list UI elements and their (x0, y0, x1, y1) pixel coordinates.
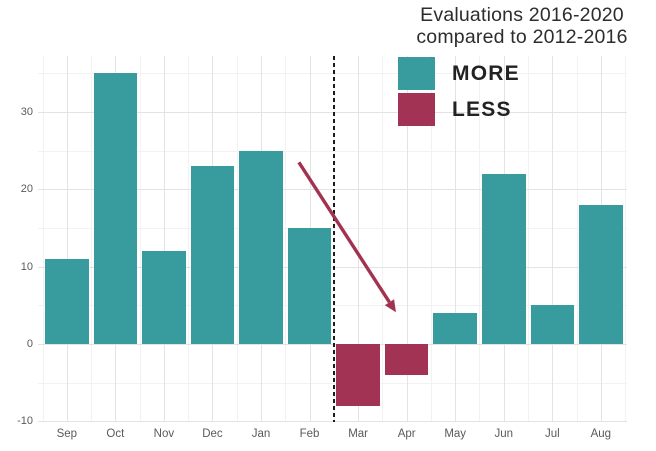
gridline-minor-y-5 (38, 382, 627, 384)
gridline-major-y-10 (38, 421, 627, 423)
gridline-major-jul (552, 56, 554, 422)
gridline-major-y0 (38, 344, 627, 345)
x-axis-tick-sep: Sep (56, 428, 78, 440)
gridline-minor-y25 (38, 150, 627, 152)
chart-title-line1: Evaluations 2016-2020 (420, 4, 624, 26)
bar-apr (384, 344, 429, 375)
y-axis-tick-0: 0 (26, 338, 33, 350)
y-axis-tick-10: 10 (20, 260, 33, 273)
gridline-major-nov (163, 56, 165, 422)
legend-item-more: MORE (398, 57, 520, 90)
x-axis-tick-jun: Jun (494, 428, 514, 440)
bar-aug (579, 204, 623, 344)
more-color-swatch (398, 57, 435, 90)
gridline-major-apr (406, 56, 408, 422)
x-axis-tick-may: May (444, 428, 467, 440)
gridline-minor-x (430, 56, 432, 422)
gridline-minor-y5 (38, 305, 627, 307)
chart-title-line2: compared to 2012-2016 (416, 26, 628, 48)
bar-jan (239, 150, 283, 344)
x-axis-tick-oct: Oct (106, 428, 125, 440)
gridline-minor-x (528, 56, 530, 422)
gridline-major-y30 (38, 112, 627, 114)
gridline-minor-x (188, 56, 190, 422)
gridline-minor-x (479, 56, 481, 422)
legend: MORE LESS (398, 57, 520, 129)
x-axis-tick-jul: Jul (544, 428, 560, 440)
gridline-minor-x (625, 56, 627, 422)
x-axis-tick-jan: Jan (251, 428, 271, 440)
bar-jun (482, 173, 526, 344)
legend-item-less: LESS (398, 93, 520, 126)
gridline-minor-x (285, 56, 287, 422)
bar-mar (336, 344, 380, 406)
bar-may (433, 313, 477, 344)
y-axis-tick-30: 30 (20, 106, 33, 119)
chart-title: Evaluations 2016-2020 compared to 2012-2… (396, 4, 648, 48)
gridline-minor-x (576, 56, 578, 422)
y-axis-tick-20: 20 (20, 183, 33, 196)
x-axis-tick-aug: Aug (590, 428, 612, 440)
less-color-swatch (398, 93, 435, 126)
x-axis-tick-mar: Mar (348, 428, 368, 440)
gridline-minor-x (236, 56, 238, 422)
gridline-major-may (455, 56, 457, 422)
gridline-minor-x (382, 56, 384, 422)
x-axis-tick-feb: Feb (299, 428, 320, 440)
x-axis-tick-apr: Apr (397, 428, 416, 440)
gridline-minor-x (42, 56, 44, 422)
bar-dec (190, 166, 235, 344)
bar-nov (142, 251, 186, 344)
bar-sep (45, 258, 89, 344)
y-axis-tick--10: -10 (17, 415, 33, 428)
x-axis-tick-nov: Nov (153, 428, 175, 440)
bar-jul (530, 305, 575, 344)
legend-label-more: MORE (452, 61, 520, 85)
gridline-minor-x (91, 56, 93, 422)
legend-label-less: LESS (452, 97, 512, 121)
gridline-minor-y35 (38, 73, 627, 75)
gridline-major-sep (66, 56, 68, 422)
gridline-minor-x (139, 56, 141, 422)
bar-oct (93, 73, 138, 344)
period-divider-dashed-line (332, 56, 335, 422)
bar-feb (287, 228, 332, 344)
x-axis-tick-dec: Dec (202, 428, 223, 440)
